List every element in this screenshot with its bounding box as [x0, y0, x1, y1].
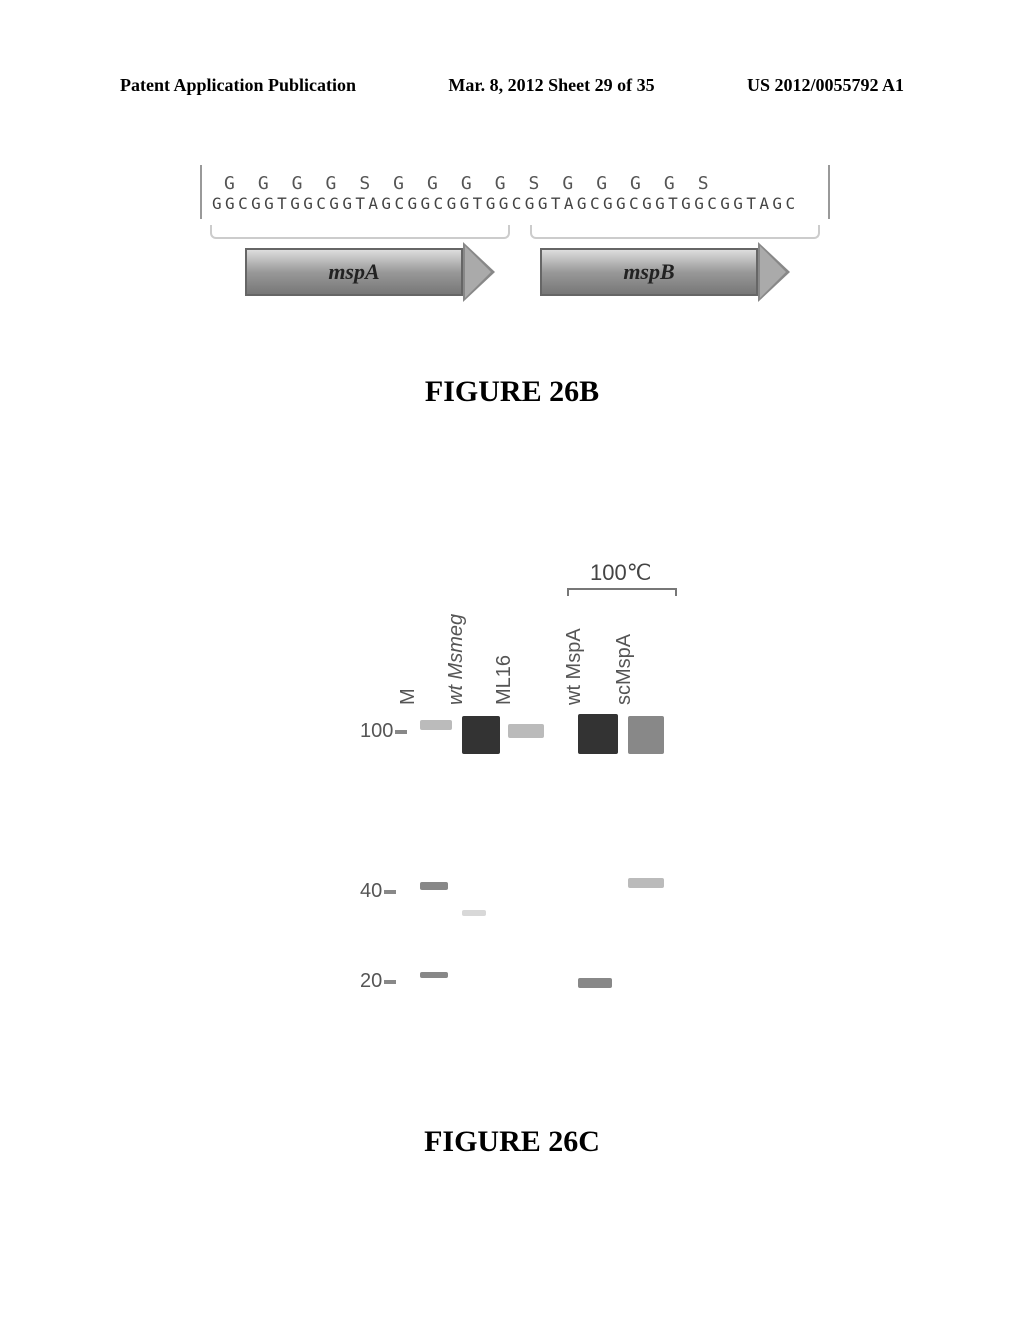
- mw-tick-icon: [384, 890, 396, 894]
- gel-band: [508, 724, 544, 738]
- gene-mspa-label: mspA: [245, 248, 463, 296]
- mw-marker: 40: [360, 880, 396, 903]
- figure-26c-label: FIGURE 26C: [0, 1125, 1024, 1159]
- lane-label-wt-mspa: wt MspA: [563, 628, 586, 705]
- gel-figure: 100℃ M wt Msmeg ML16 wt MspA scMspA 100 4…: [340, 560, 700, 1020]
- mw-marker: 100: [360, 720, 407, 743]
- lane-label-m: M: [397, 688, 420, 705]
- mw-tick-icon: [395, 730, 407, 734]
- arrow-head-icon: [758, 242, 790, 302]
- brace-left: [210, 225, 510, 239]
- lane-label-ml16: ML16: [493, 655, 516, 705]
- sequence-box: GGGGSGGGGSGGGGS GGCGGTGGCGGTAGCGGCGGTGGC…: [200, 165, 830, 219]
- gel-band: [420, 720, 452, 730]
- lane-label-scmspa: scMspA: [613, 634, 636, 705]
- gel-band: [578, 978, 612, 988]
- gel-band: [628, 716, 664, 754]
- gel-band: [462, 716, 500, 754]
- gene-arrows: mspA mspB: [200, 248, 830, 308]
- lane-label-wt-msmeg: wt Msmeg: [445, 614, 468, 705]
- dna-sequence: GGCGGTGGCGGTAGCGGCGGTGGCGGTAGCGGCGGTGGCG…: [212, 194, 818, 213]
- gel-band: [420, 882, 448, 890]
- mw-tick-icon: [384, 980, 396, 984]
- gene-mspa: mspA: [245, 248, 495, 296]
- figure-26b-label: FIGURE 26B: [0, 375, 1024, 409]
- header-center: Mar. 8, 2012 Sheet 29 of 35: [448, 75, 654, 96]
- gel-band: [420, 972, 448, 978]
- header: Patent Application Publication Mar. 8, 2…: [0, 75, 1024, 96]
- gene-mspb-label: mspB: [540, 248, 758, 296]
- brace-right: [530, 225, 820, 239]
- amino-acid-sequence: GGGGSGGGGSGGGGS: [224, 173, 818, 194]
- arrow-head-icon: [463, 242, 495, 302]
- gel-band: [628, 878, 664, 888]
- header-left: Patent Application Publication: [120, 75, 356, 96]
- temp-label: 100℃: [590, 560, 651, 586]
- mw-marker: 20: [360, 970, 396, 993]
- brace-row: [200, 225, 830, 243]
- lane-labels: 100℃ M wt Msmeg ML16 wt MspA scMspA: [340, 560, 700, 705]
- gel-band: [578, 714, 618, 754]
- gel-area: 100 40 20: [340, 710, 700, 1020]
- temp-bracket: [567, 588, 677, 596]
- gene-mspb: mspB: [540, 248, 790, 296]
- header-right: US 2012/0055792 A1: [747, 75, 904, 96]
- gel-band: [462, 910, 486, 916]
